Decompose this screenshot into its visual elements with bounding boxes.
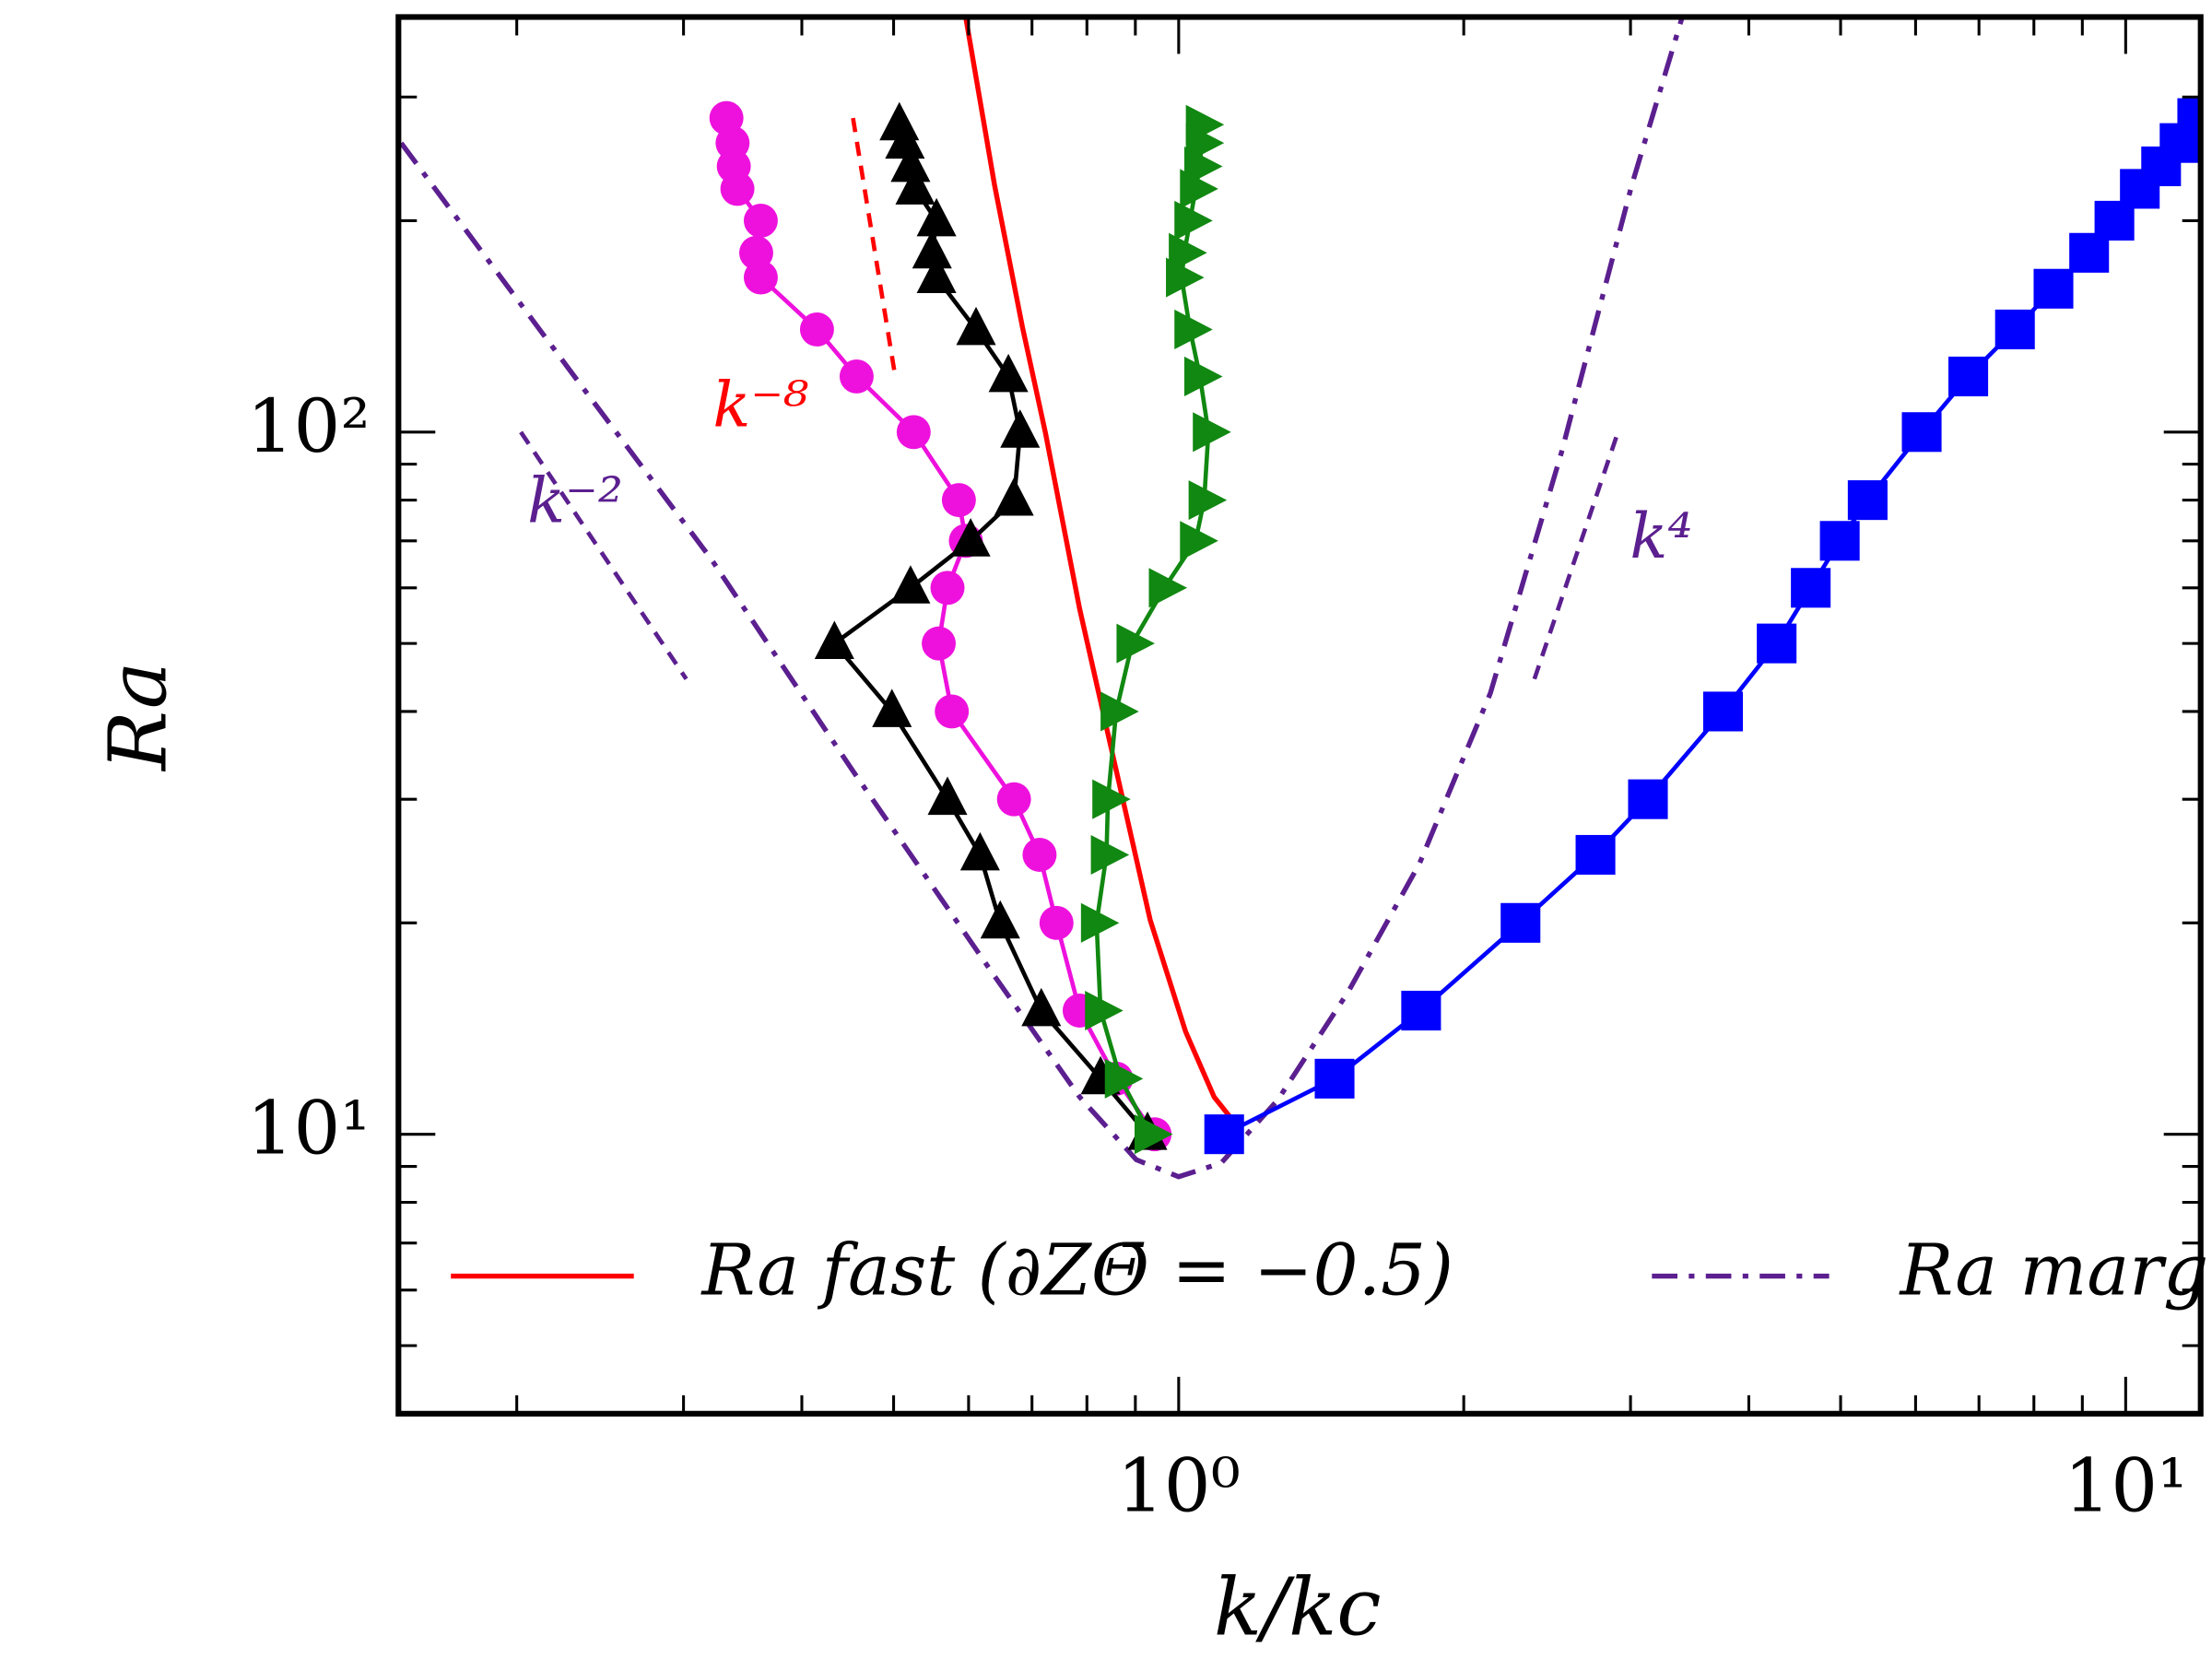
marker xyxy=(872,688,912,727)
plot-frame xyxy=(395,14,2204,1417)
marker xyxy=(1166,257,1205,298)
marker xyxy=(988,353,1029,393)
marker xyxy=(1847,480,1888,521)
marker xyxy=(1628,779,1668,819)
marker xyxy=(1819,521,1860,561)
marker xyxy=(814,620,854,660)
marker xyxy=(980,900,1020,939)
marker xyxy=(956,306,996,346)
marker xyxy=(1169,232,1207,273)
marker xyxy=(2033,268,2074,309)
marker xyxy=(1314,1058,1355,1099)
marker xyxy=(1948,356,1989,396)
y-axis-label: Ra xyxy=(92,662,184,772)
marker xyxy=(930,571,965,606)
marker xyxy=(1174,200,1213,241)
marker xyxy=(996,782,1031,817)
curve xyxy=(399,17,1685,1180)
marker xyxy=(1000,409,1041,448)
marker xyxy=(896,415,931,450)
marker xyxy=(1090,834,1130,876)
marker xyxy=(1180,169,1218,209)
guide-label: k⁻⁸ xyxy=(712,369,808,441)
marker xyxy=(1116,623,1155,664)
x-tick-label: 10¹ xyxy=(2064,1442,2187,1528)
curve xyxy=(963,17,1244,1134)
marker xyxy=(941,483,976,518)
marker xyxy=(935,694,970,729)
marker xyxy=(1039,905,1074,940)
marker xyxy=(916,197,957,237)
marker xyxy=(1021,987,1062,1027)
marker xyxy=(1575,834,1616,876)
guide-label: k⁻² xyxy=(527,464,623,536)
marker xyxy=(1757,623,1797,664)
marker xyxy=(1092,779,1131,819)
marker xyxy=(2177,98,2201,138)
marker xyxy=(895,166,935,205)
y-tick-label: 10² xyxy=(247,383,371,469)
marker xyxy=(1791,568,1831,608)
marker xyxy=(922,626,956,661)
marker xyxy=(1188,480,1228,521)
legend-label: Ra marg xyxy=(1899,1230,2209,1312)
marker xyxy=(1901,412,1942,453)
y-tick-label: 10¹ xyxy=(247,1086,371,1171)
marker xyxy=(1104,1058,1144,1099)
x-tick-label: 10⁰ xyxy=(1117,1442,1241,1528)
marker xyxy=(890,565,931,604)
marker xyxy=(1994,309,2035,349)
guide-line xyxy=(1532,431,1620,680)
marker xyxy=(1022,838,1057,872)
marker xyxy=(1134,1114,1173,1155)
marker xyxy=(1183,356,1223,396)
guide-line xyxy=(519,430,688,680)
marker xyxy=(1180,521,1218,561)
x-axis-label: k/kc xyxy=(1214,1561,1382,1653)
legend-label: Ra fast (∂ZΘ̄ = −0.5) xyxy=(700,1230,1453,1312)
marker xyxy=(916,254,957,294)
marker xyxy=(1080,902,1120,943)
marker xyxy=(1085,990,1124,1031)
marker xyxy=(927,776,968,816)
guide-label: k⁴ xyxy=(1630,500,1692,572)
marker xyxy=(743,203,778,238)
marker xyxy=(1193,412,1231,453)
marker xyxy=(885,120,925,159)
guide-line xyxy=(851,117,898,377)
marker xyxy=(743,260,778,295)
marker xyxy=(839,359,874,394)
marker xyxy=(994,477,1034,516)
marker xyxy=(890,143,931,182)
marker xyxy=(912,229,952,269)
marker xyxy=(1702,691,1744,732)
marker xyxy=(950,518,991,557)
plot-area xyxy=(399,17,2201,1180)
marker xyxy=(799,312,834,347)
marker xyxy=(720,171,755,206)
marker xyxy=(1100,691,1139,732)
marker xyxy=(1148,568,1188,608)
marker xyxy=(1500,902,1541,943)
marker xyxy=(1401,990,1441,1031)
marker xyxy=(959,831,1000,871)
marker xyxy=(1174,309,1213,349)
marker xyxy=(1204,1114,1244,1155)
